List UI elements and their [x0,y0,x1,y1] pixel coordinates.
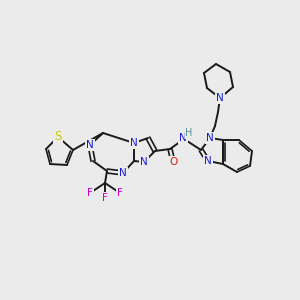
Text: N: N [119,168,127,178]
Text: H: H [185,128,193,138]
Text: S: S [54,130,62,143]
Text: F: F [87,188,93,198]
Text: N: N [206,133,214,143]
Text: N: N [140,157,148,167]
Text: N: N [204,156,212,166]
Text: N: N [216,93,224,103]
Text: F: F [102,193,108,203]
Text: N: N [179,133,187,143]
Text: O: O [169,157,177,167]
Text: F: F [117,188,123,198]
Text: N: N [86,140,94,150]
Text: N: N [130,138,138,148]
